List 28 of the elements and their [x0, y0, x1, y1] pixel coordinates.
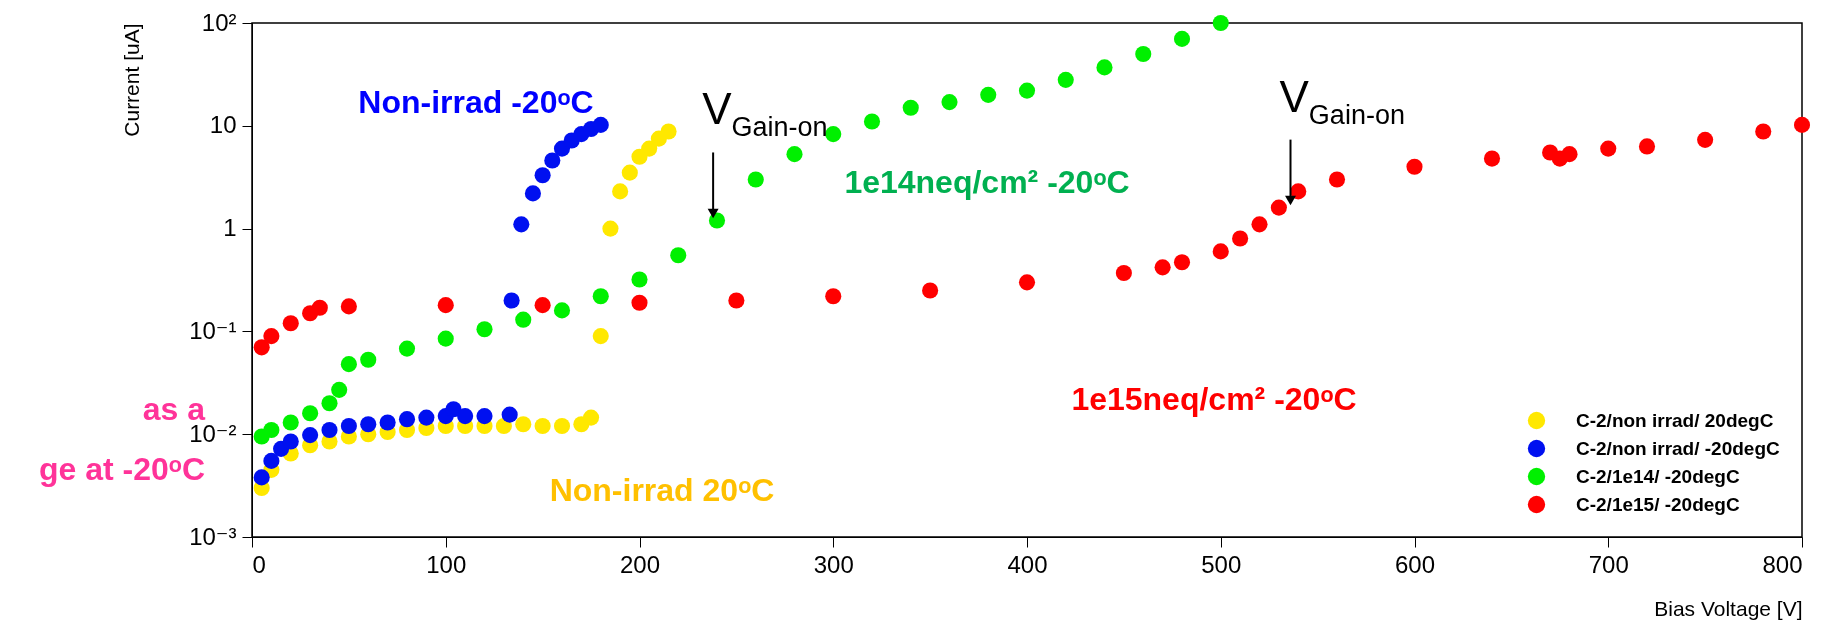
y-tick-label: 1: [223, 214, 237, 242]
annotation: 1e15neq/cm² -20ᵒC: [1071, 381, 1357, 417]
text: ge at -20ᵒC: [38, 451, 205, 487]
x-tick-label: 800: [1762, 550, 1803, 578]
annotation: Non-irrad 20ᵒC: [549, 472, 775, 508]
x-tick-label: 700: [1588, 550, 1629, 578]
annotation: V$_{Gain-on}$: [1279, 71, 1405, 130]
y-tick-label: 10⁻²: [189, 419, 237, 447]
legend-label: C-2/non irrad/ 20degC: [1576, 409, 1774, 431]
legend-label: C-2/1e15/ -20degC: [1576, 493, 1740, 515]
y-tick-label: 10⁻³: [189, 522, 237, 550]
x-axis-title: Bias Voltage [V]: [1654, 596, 1803, 620]
x-tick-label: 600: [1394, 550, 1436, 578]
x-tick-label: 200: [619, 550, 661, 578]
y-tick-label: 10: [209, 111, 237, 139]
x-tick-label: 500: [1201, 550, 1242, 578]
legend-label: C-2/non irrad/ -20degC: [1576, 437, 1781, 459]
y-tick-label: 10⁻¹: [189, 316, 237, 344]
annotation: Non-irrad -20ᵒC: [358, 84, 594, 120]
x-tick-label: 300: [813, 550, 854, 578]
y-tick-label: 10²: [201, 8, 237, 36]
x-tick-label: 100: [426, 550, 467, 578]
legend-label: C-2/1e14/ -20degC: [1576, 465, 1740, 487]
annotation: 1e14neq/cm² -20ᵒC: [844, 164, 1130, 200]
x-tick-label: 400: [1007, 550, 1048, 578]
x-tick-label: 0: [252, 550, 266, 578]
y-axis-title: Current [uA]: [119, 23, 143, 137]
annotation: V$_{Gain-on}$: [702, 84, 828, 143]
